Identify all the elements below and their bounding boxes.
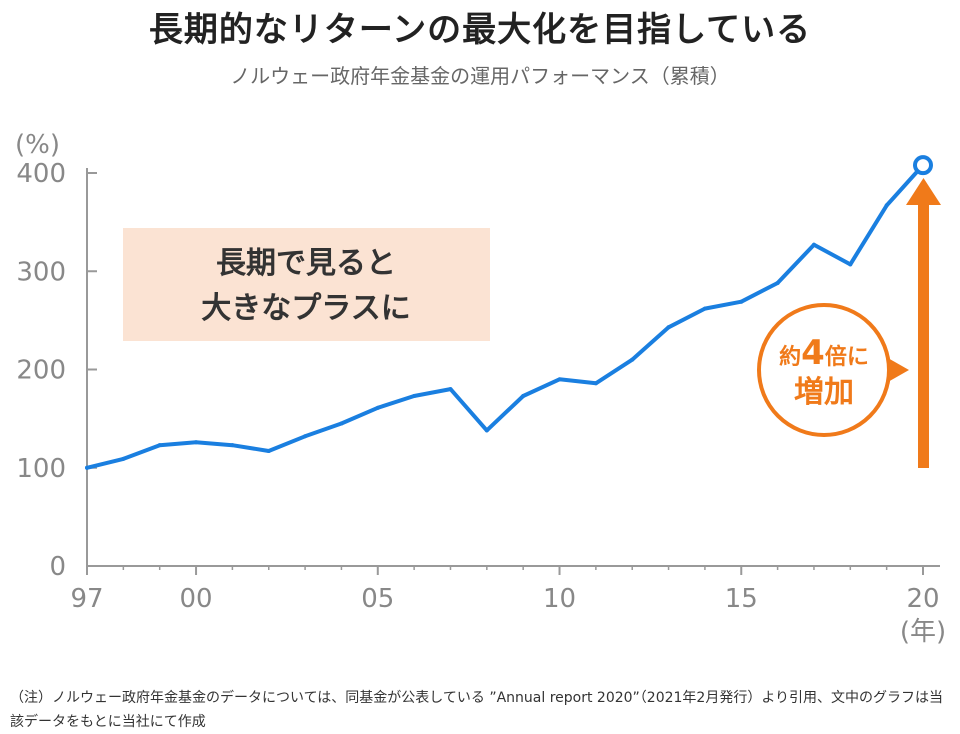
growth-arrow-head	[906, 178, 941, 205]
badge-line2: 増加	[794, 375, 854, 410]
data-point	[484, 428, 489, 433]
data-point	[194, 440, 199, 445]
chart-subtitle: ノルウェー政府年金基金の運用パフォーマンス（累積）	[230, 64, 730, 88]
y-tick-label: 400	[16, 159, 66, 189]
data-point	[521, 394, 526, 399]
data-point	[412, 394, 417, 399]
y-tick-label: 100	[16, 454, 66, 484]
data-point	[593, 381, 598, 386]
line-chart: (%) 0 100 200 300 400 97 00 05 10 15 20(年) 長期で見ると 大…	[15, 130, 946, 647]
data-point	[85, 465, 89, 470]
data-point	[448, 387, 453, 392]
badge-line1: 約4倍に	[779, 333, 869, 373]
x-tick-label: 15	[725, 584, 758, 614]
data-point	[266, 449, 271, 454]
data-point	[303, 434, 308, 439]
data-point	[702, 306, 707, 311]
data-point	[848, 262, 853, 267]
x-tick-label: 05	[361, 584, 394, 614]
axes: (%) 0 100 200 300 400 97 00 05 10 15 20(年)	[15, 130, 946, 647]
y-axis-label: (%)	[15, 130, 60, 160]
badge-number: 4	[801, 333, 825, 373]
series-line	[85, 163, 925, 470]
data-point	[157, 443, 162, 448]
badge-suffix: 倍に	[825, 344, 869, 370]
growth-arrow-shaft	[918, 200, 929, 468]
callout-line2: 大きなプラスに	[201, 291, 410, 326]
data-point	[339, 421, 344, 426]
data-point	[630, 357, 635, 362]
x-axis-label: (年)	[900, 617, 946, 647]
y-tick-label: 200	[16, 356, 66, 386]
end-point-marker	[913, 155, 933, 176]
x-tick-label: 00	[179, 584, 212, 614]
y-tick-label: 300	[16, 257, 66, 287]
badge-prefix: 約	[779, 344, 801, 370]
growth-annotation: 約4倍に 増加	[757, 178, 941, 468]
y-tick-label: 0	[49, 552, 66, 582]
data-point	[230, 443, 235, 448]
data-point	[739, 299, 744, 304]
callout-box: 長期で見ると 大きなプラスに	[123, 228, 490, 341]
data-point	[666, 325, 671, 330]
data-point	[884, 203, 889, 208]
callout-line1: 長期で見ると	[216, 246, 396, 281]
callout-background	[123, 228, 490, 341]
data-point	[775, 281, 780, 286]
x-tick-label: 20	[906, 584, 939, 614]
footnote: （注）ノルウェー政府年金基金のデータについては、同基金が公表している ”Annu…	[10, 690, 944, 730]
badge-pointer	[888, 358, 909, 382]
chart-title: 長期的なリターンの最大化を目指している	[148, 10, 812, 50]
data-point	[811, 242, 816, 247]
data-point	[375, 405, 380, 410]
series-main	[85, 155, 933, 470]
x-tick-label: 97	[70, 584, 103, 614]
data-point	[557, 377, 562, 382]
x-tick-label: 10	[543, 584, 576, 614]
data-point	[121, 456, 126, 461]
